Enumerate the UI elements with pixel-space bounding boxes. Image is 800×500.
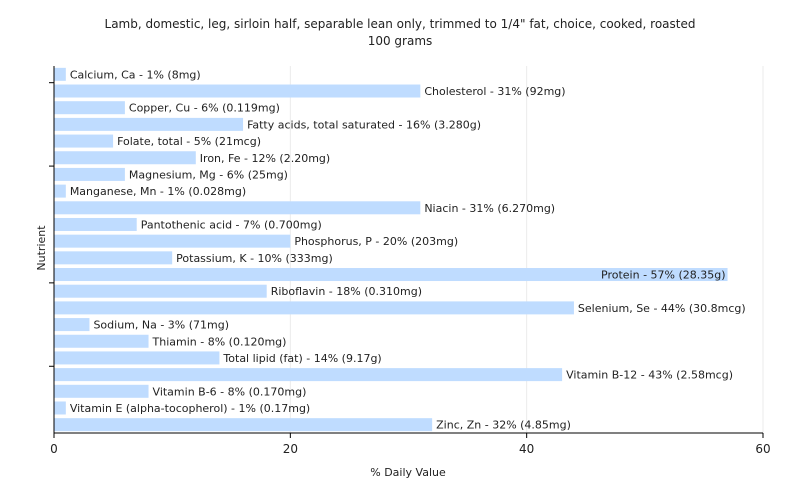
bar: [54, 101, 125, 115]
x-axis-label: % Daily Value: [370, 466, 446, 479]
x-tick-label: 20: [283, 442, 298, 456]
bar: [54, 318, 90, 332]
bar-label: Total lipid (fat) - 14% (9.17g): [222, 352, 381, 365]
bar: [54, 151, 196, 165]
bar: [54, 117, 244, 131]
y-axis-label: Nutrient: [35, 225, 48, 271]
bar-label: Protein - 57% (28.35g): [601, 269, 726, 282]
bar-label: Riboflavin - 18% (0.310mg): [271, 285, 422, 298]
x-tick-label: 40: [519, 442, 534, 456]
bar-label: Zinc, Zn - 32% (4.85mg): [436, 419, 571, 432]
bar: [54, 134, 114, 148]
bar: [54, 201, 421, 215]
bar-label: Niacin - 31% (6.270mg): [424, 202, 555, 215]
bar: [54, 184, 66, 198]
bar: [54, 84, 421, 98]
bar: [54, 368, 563, 382]
bar-label: Fatty acids, total saturated - 16% (3.28…: [247, 118, 481, 131]
bar-label: Copper, Cu - 6% (0.119mg): [129, 102, 280, 115]
x-tick-label: 60: [755, 442, 770, 456]
bar: [54, 217, 137, 231]
bar: [54, 401, 66, 415]
x-tick-label: 0: [50, 442, 58, 456]
bar-label: Cholesterol - 31% (92mg): [424, 85, 565, 98]
bar: [54, 284, 267, 298]
bar-label: Vitamin B-6 - 8% (0.170mg): [153, 385, 307, 398]
bar-label: Selenium, Se - 44% (30.8mcg): [578, 302, 746, 315]
bar: [54, 334, 149, 348]
bar-label: Folate, total - 5% (21mcg): [117, 135, 261, 148]
bars: Calcium, Ca - 1% (8mg) Cholesterol - 31% …: [54, 67, 746, 432]
chart-subtitle: 100 grams: [368, 34, 433, 48]
chart-title: Lamb, domestic, leg, sirloin half, separ…: [105, 17, 696, 31]
bar-label: Vitamin E (alpha-tocopherol) - 1% (0.17m…: [70, 402, 310, 415]
bar-label: Vitamin B-12 - 43% (2.58mcg): [566, 369, 733, 382]
bar: [54, 301, 574, 315]
bar: [54, 384, 149, 398]
bar-label: Thiamin - 8% (0.120mg): [152, 335, 287, 348]
bar-label: Iron, Fe - 12% (2.20mg): [200, 152, 330, 165]
bar: [54, 268, 728, 282]
bar-label: Manganese, Mn - 1% (0.028mg): [70, 185, 246, 198]
bar: [54, 167, 125, 181]
axes: 0 20 40 60: [49, 66, 771, 456]
bar-label: Calcium, Ca - 1% (8mg): [70, 68, 201, 81]
bar-label: Pantothenic acid - 7% (0.700mg): [141, 218, 322, 231]
bar-label: Sodium, Na - 3% (71mg): [93, 319, 229, 332]
bar: [54, 418, 433, 432]
bar: [54, 234, 291, 248]
bar: [54, 251, 173, 265]
bar-label: Phosphorus, P - 20% (203mg): [294, 235, 458, 248]
bar: [54, 351, 220, 365]
bar-label: Potassium, K - 10% (333mg): [176, 252, 333, 265]
bar: [54, 67, 66, 81]
bar-label: Magnesium, Mg - 6% (25mg): [129, 168, 288, 181]
